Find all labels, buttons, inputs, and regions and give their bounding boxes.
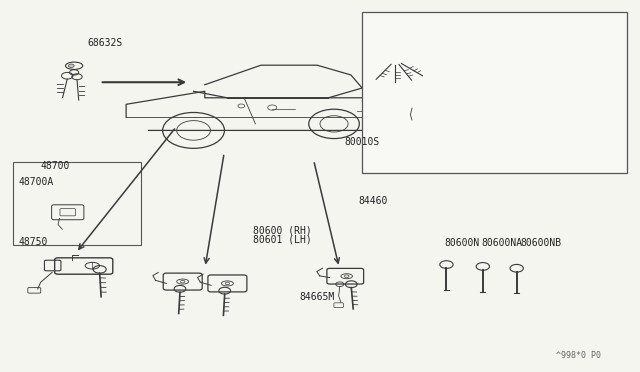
Bar: [362, 12, 627, 173]
Text: 48700A: 48700A: [19, 177, 54, 187]
Text: 84460: 84460: [358, 196, 388, 206]
Text: 80600 (RH): 80600 (RH): [253, 225, 312, 235]
Text: 80600NB: 80600NB: [520, 238, 561, 248]
Text: 48700: 48700: [40, 161, 70, 171]
Bar: [13, 162, 141, 245]
Text: 80010S: 80010S: [344, 137, 380, 147]
Text: 80600NA: 80600NA: [481, 238, 522, 248]
Text: ^998*0 P0: ^998*0 P0: [556, 351, 602, 360]
Text: 80601 (LH): 80601 (LH): [253, 235, 312, 245]
Text: 48750: 48750: [19, 237, 48, 247]
Text: 84665M: 84665M: [300, 292, 335, 302]
Circle shape: [68, 64, 74, 67]
Text: 80600N: 80600N: [445, 238, 480, 248]
Text: 68632S: 68632S: [87, 38, 122, 48]
